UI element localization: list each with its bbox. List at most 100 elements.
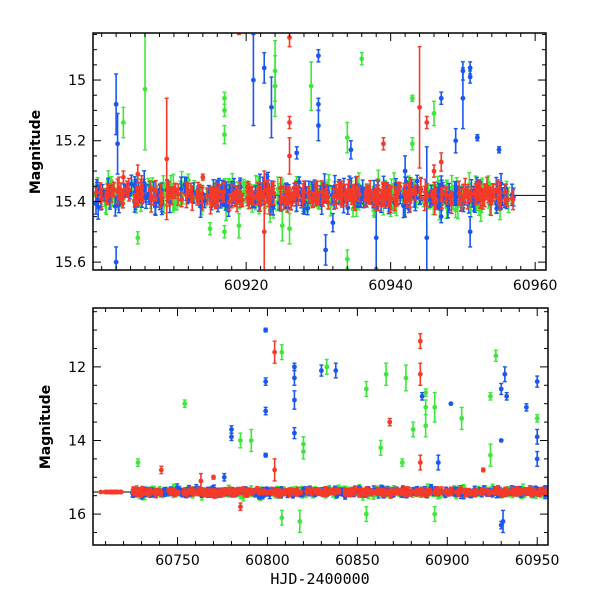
green-data-point bbox=[459, 406, 465, 431]
blue-data-point bbox=[316, 48, 321, 63]
red-data-point bbox=[394, 490, 400, 495]
green-data-point bbox=[344, 121, 350, 154]
blue-data-point bbox=[496, 146, 502, 154]
red-data-point bbox=[189, 489, 195, 495]
blue-data-point bbox=[534, 450, 540, 467]
blue-data-point bbox=[402, 155, 408, 187]
red-data-point bbox=[424, 115, 430, 130]
red-data-point bbox=[371, 189, 376, 208]
red-data-point bbox=[238, 502, 243, 512]
blue-data-point bbox=[263, 377, 269, 386]
red-data-point bbox=[461, 183, 466, 209]
x-tick-label: 60850 bbox=[335, 553, 380, 569]
red-data-point bbox=[342, 183, 348, 205]
red-data-point bbox=[407, 189, 413, 213]
red-data-point bbox=[277, 488, 282, 495]
red-data-point bbox=[356, 488, 362, 497]
red-data-point bbox=[387, 417, 393, 427]
red-data-point bbox=[336, 488, 342, 495]
red-data-point bbox=[376, 184, 381, 212]
red-data-point bbox=[379, 487, 385, 496]
green-data-point bbox=[431, 100, 437, 127]
red-data-point bbox=[511, 490, 516, 496]
green-data-point bbox=[359, 52, 365, 66]
green-data-point bbox=[493, 349, 499, 363]
green-data-point bbox=[142, 33, 148, 151]
red-data-point bbox=[438, 152, 444, 172]
red-data-point bbox=[287, 33, 292, 48]
green-data-point bbox=[222, 124, 227, 145]
red-data-point bbox=[179, 191, 185, 208]
red-data-point bbox=[347, 489, 353, 496]
green-data-point bbox=[363, 506, 369, 523]
blue-data-point bbox=[263, 327, 269, 333]
red-data-point bbox=[139, 485, 145, 494]
green-data-point bbox=[488, 391, 493, 401]
red-data-point bbox=[402, 182, 407, 205]
red-data-point bbox=[389, 489, 395, 497]
red-data-point bbox=[133, 486, 139, 495]
red-data-point bbox=[94, 186, 99, 198]
green-data-point bbox=[120, 106, 126, 139]
red-data-point bbox=[104, 187, 110, 204]
y-tick-label: 14 bbox=[68, 433, 86, 449]
red-data-point bbox=[536, 491, 541, 497]
blue-data-point bbox=[498, 520, 504, 530]
blue-data-point bbox=[438, 209, 444, 224]
axes-frame bbox=[92, 32, 547, 271]
red-data-point bbox=[211, 474, 216, 480]
red-data-point bbox=[392, 186, 398, 212]
blue-data-point bbox=[323, 234, 329, 266]
red-data-point bbox=[281, 185, 287, 211]
red-data-point bbox=[509, 192, 515, 204]
red-data-point bbox=[199, 185, 205, 211]
red-data-point bbox=[170, 185, 176, 199]
red-data-point bbox=[310, 191, 315, 207]
plot-area bbox=[93, 327, 548, 534]
red-data-point bbox=[265, 178, 270, 202]
red-data-point bbox=[291, 185, 297, 199]
red-data-point bbox=[280, 489, 286, 497]
green-data-point bbox=[279, 209, 285, 242]
blue-data-point bbox=[534, 428, 540, 445]
blue-data-point bbox=[292, 369, 297, 386]
red-data-point bbox=[417, 333, 423, 350]
red-data-point bbox=[364, 486, 370, 495]
red-data-point bbox=[293, 489, 298, 495]
green-data-point bbox=[297, 509, 303, 534]
x-tick-label: 60900 bbox=[425, 553, 470, 569]
blue-data-point bbox=[438, 91, 444, 106]
red-data-point bbox=[109, 185, 114, 203]
red-data-point bbox=[124, 180, 130, 198]
red-data-point bbox=[497, 180, 503, 205]
red-data-point bbox=[417, 185, 423, 198]
red-data-point bbox=[384, 486, 390, 496]
red-data-point bbox=[516, 488, 522, 495]
red-data-point bbox=[153, 179, 159, 202]
blue-data-point bbox=[316, 109, 321, 142]
red-data-point bbox=[251, 190, 256, 206]
green-data-point bbox=[534, 414, 540, 423]
red-data-point bbox=[448, 193, 453, 204]
red-data-point bbox=[323, 490, 329, 498]
red-data-point bbox=[401, 489, 407, 495]
red-data-point bbox=[164, 97, 170, 221]
red-data-point bbox=[287, 136, 292, 175]
blue-data-point bbox=[263, 452, 269, 458]
green-data-point bbox=[182, 399, 188, 409]
red-data-point bbox=[480, 467, 486, 473]
blue-data-point bbox=[269, 76, 274, 139]
green-data-point bbox=[287, 212, 292, 245]
red-data-point bbox=[337, 180, 343, 206]
red-data-point bbox=[476, 180, 481, 202]
red-data-point bbox=[194, 189, 200, 206]
x-tick-label: 60750 bbox=[155, 553, 200, 569]
bottom-xlabel: HJD-2400000 bbox=[270, 570, 369, 588]
red-data-point bbox=[272, 458, 278, 482]
red-data-point bbox=[278, 191, 284, 212]
blue-data-point bbox=[292, 426, 297, 440]
red-data-point bbox=[473, 183, 478, 205]
red-data-point bbox=[422, 185, 428, 212]
blue-data-point bbox=[263, 406, 269, 416]
